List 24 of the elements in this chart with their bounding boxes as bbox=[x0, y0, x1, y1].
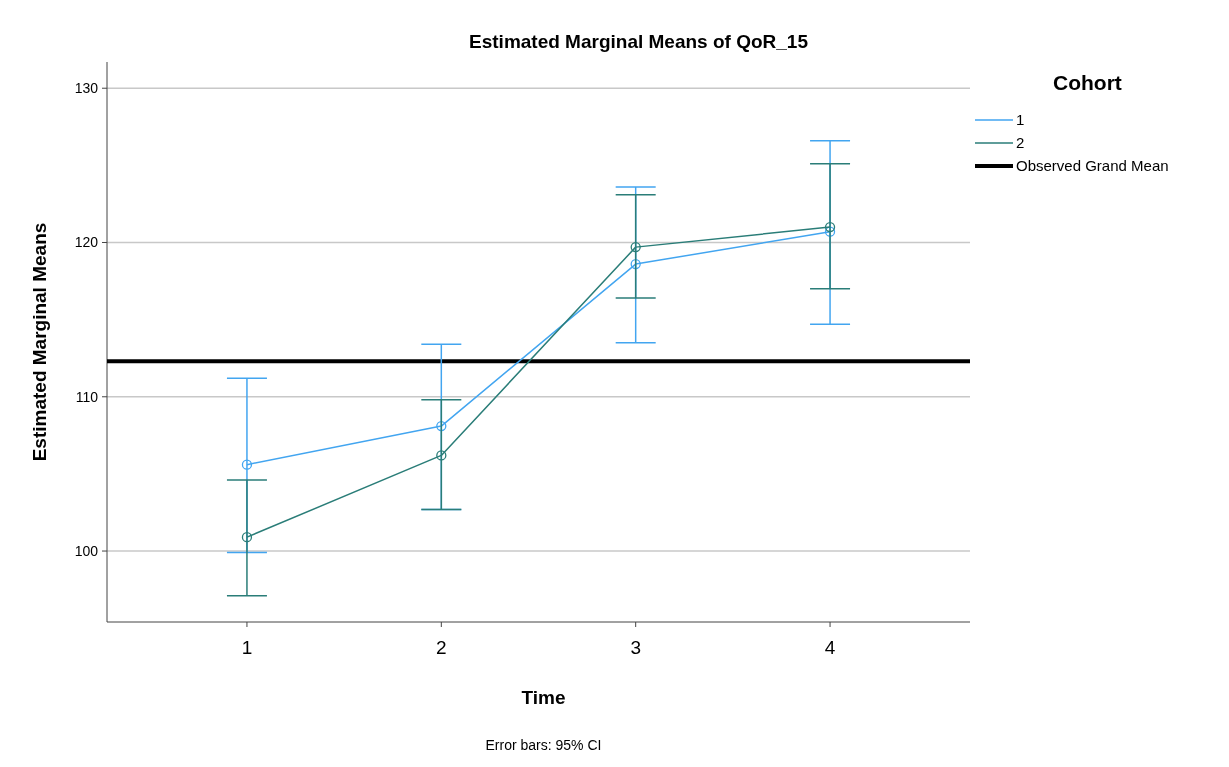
point bbox=[824, 221, 836, 233]
point bbox=[436, 450, 447, 461]
x-tick-label: 1 bbox=[241, 637, 253, 658]
point bbox=[630, 241, 641, 253]
text: Error bars: 95% CI bbox=[485, 737, 602, 753]
point bbox=[630, 258, 641, 270]
legend-label: Observed Grand Mean bbox=[1016, 157, 1169, 175]
x-tick-label: 2 bbox=[436, 637, 447, 658]
point bbox=[241, 459, 253, 470]
legend-title: Cohort bbox=[1053, 71, 1122, 94]
y-tick-label: 100 bbox=[74, 542, 99, 559]
y-axis-title: Estimated Marginal Means bbox=[29, 222, 50, 462]
legend-label: 2 bbox=[1016, 134, 1025, 152]
legend-label: 1 bbox=[1016, 111, 1025, 129]
y-tick-label: 130 bbox=[74, 80, 99, 97]
x-tick-label: 3 bbox=[630, 637, 641, 658]
point bbox=[241, 532, 253, 543]
y-tick-label: 120 bbox=[74, 234, 99, 251]
chart-title: Estimated Marginal Means of QoR_15 bbox=[469, 31, 809, 52]
x-axis-title: Time bbox=[521, 687, 566, 708]
point bbox=[436, 420, 447, 432]
x-tick-label: 4 bbox=[824, 637, 836, 658]
point bbox=[824, 226, 836, 237]
y-tick-label: 110 bbox=[75, 388, 99, 405]
